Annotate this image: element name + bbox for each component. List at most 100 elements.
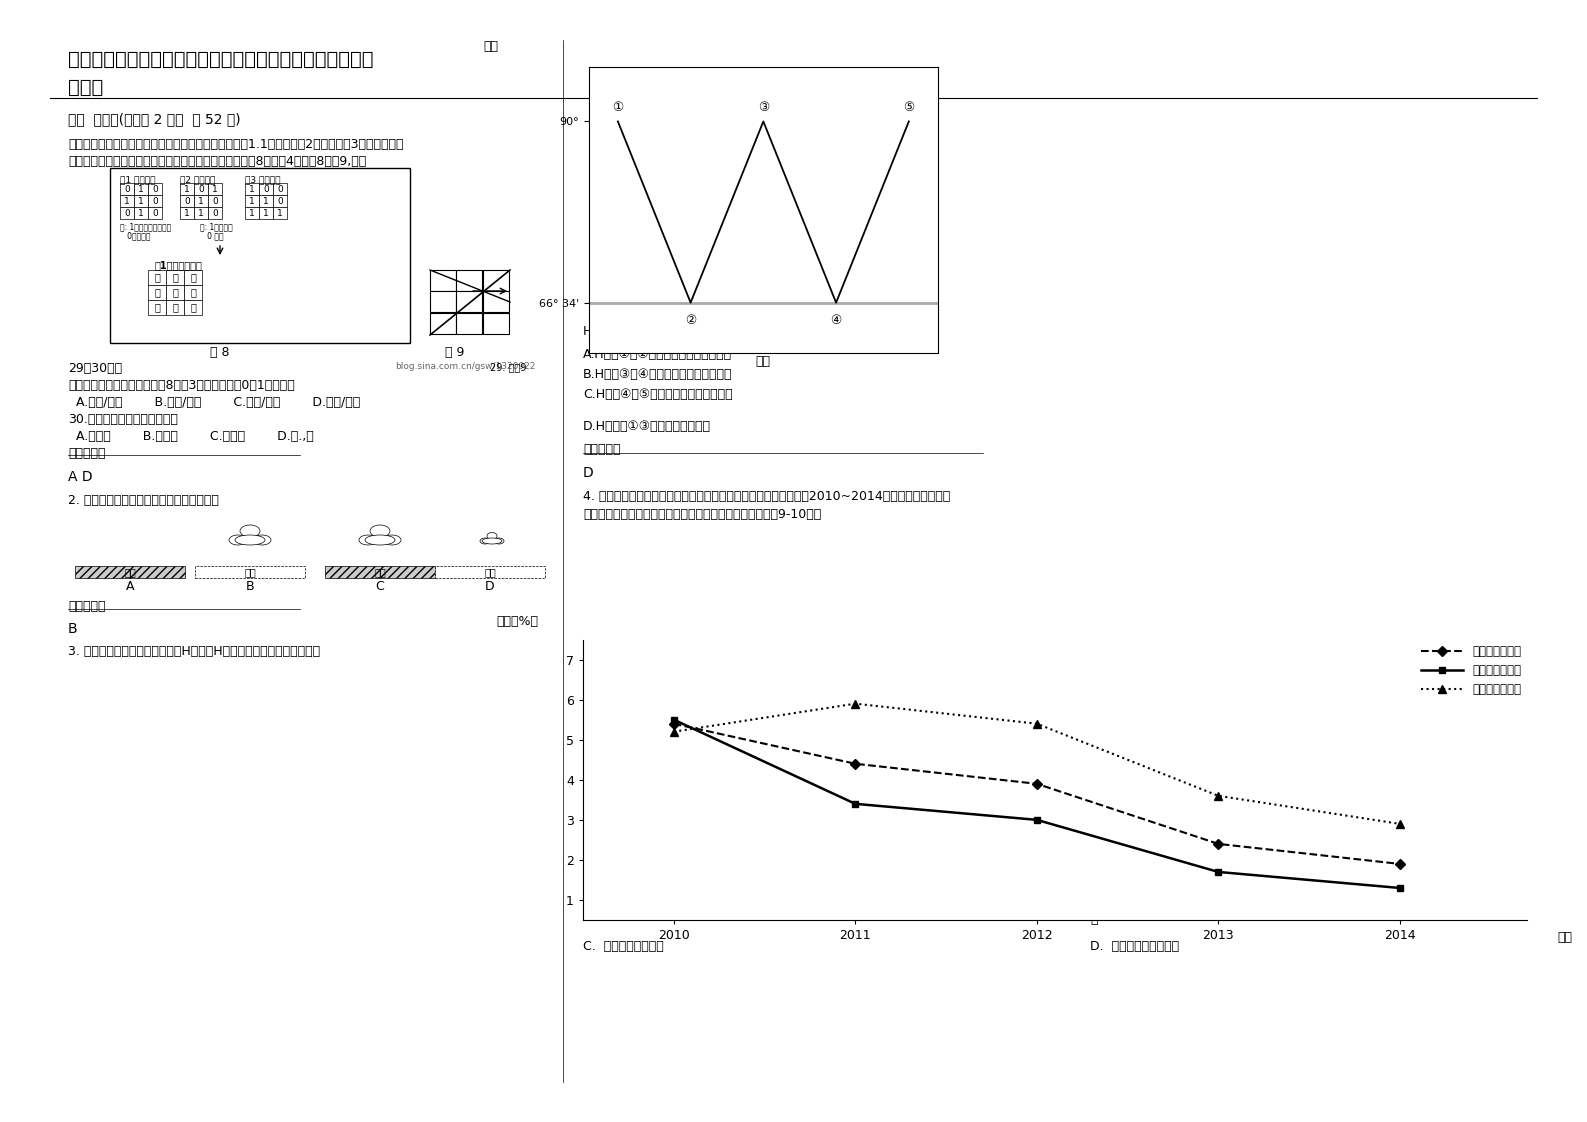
Text: 乙: 乙: [171, 273, 178, 283]
Bar: [167, 270, 184, 285]
Ellipse shape: [240, 525, 260, 537]
Text: D: D: [582, 466, 594, 480]
Bar: [482, 313, 509, 334]
Text: 1: 1: [124, 196, 130, 205]
Bar: [259, 206, 273, 219]
Ellipse shape: [382, 535, 402, 545]
Text: A.甲、庚        B.丙、庚        C.乙、丁        D.戊.,辛: A.甲、庚 B.丙、庚 C.乙、丁 D.戊.,辛: [68, 430, 314, 443]
Text: 0: 0: [184, 196, 190, 205]
Bar: [184, 300, 202, 315]
Text: 1: 1: [278, 209, 282, 218]
本地农民工增速: [665, 725, 684, 738]
本地农民工增速: [1390, 817, 1409, 830]
Bar: [110, 168, 409, 343]
Text: 1: 1: [213, 184, 217, 193]
Text: 1: 1: [138, 196, 144, 205]
Text: 3. 晨昏线与北半球纬线圈相切于H点，读H点纬度的年变化示意图，回答: 3. 晨昏线与北半球纬线圈相切于H点，读H点纬度的年变化示意图，回答: [68, 645, 321, 657]
外出农民工增速: [665, 712, 684, 726]
Text: D: D: [486, 579, 495, 592]
Text: 1: 1: [198, 196, 203, 205]
Bar: [273, 183, 287, 195]
Text: 参考答案：: 参考答案：: [68, 447, 105, 460]
Text: 1: 1: [138, 184, 144, 193]
Bar: [148, 300, 167, 315]
Bar: [195, 565, 305, 578]
外出农民工增速: [1209, 865, 1228, 879]
Bar: [179, 195, 194, 206]
Text: A: A: [125, 579, 135, 592]
Text: B.  未出现人口老龄化现
象: B. 未出现人口老龄化现 象: [1090, 898, 1178, 926]
Text: 注: 1河道位置: 注: 1河道位置: [200, 222, 233, 231]
Text: 0: 0: [124, 209, 130, 218]
Bar: [435, 565, 544, 578]
Bar: [133, 183, 148, 195]
Bar: [148, 270, 167, 285]
Bar: [244, 195, 259, 206]
Legend: 农民工总量增速, 外出农民工增速, 本地农民工增速: 农民工总量增速, 外出农民工增速, 本地农民工增速: [1422, 645, 1520, 697]
Line: 本地农民工增速: 本地农民工增速: [670, 699, 1404, 828]
Text: 1: 1: [184, 184, 190, 193]
X-axis label: 年份: 年份: [1557, 931, 1573, 945]
Text: 2. 下列图示的四种情况，昼夜温差最小的是: 2. 下列图示的四种情况，昼夜温差最小的是: [68, 494, 219, 507]
Text: 表2 河道分布: 表2 河道分布: [179, 175, 216, 184]
Text: 注: 1土石岩层足积检修: 注: 1土石岩层足积检修: [121, 222, 171, 231]
Text: 1: 1: [138, 209, 144, 218]
Text: B.H点从③到④时，北京的昼长逐日变长: B.H点从③到④时，北京的昼长逐日变长: [582, 368, 733, 381]
Ellipse shape: [359, 535, 378, 545]
Ellipse shape: [229, 535, 248, 545]
农民工总量增速: [846, 757, 865, 771]
本地农民工增速: [1027, 717, 1046, 730]
Text: 30.该市易发生泥石流的区域是: 30.该市易发生泥石流的区域是: [68, 413, 178, 426]
Text: 0: 0: [278, 196, 282, 205]
Text: 29. 若图9: 29. 若图9: [490, 362, 527, 373]
Text: 庚: 庚: [154, 303, 160, 313]
Text: 1: 1: [249, 184, 256, 193]
Ellipse shape: [235, 535, 265, 545]
Text: 0土石含差: 0土石含差: [121, 231, 151, 240]
Text: 表3 坡度分布: 表3 坡度分布: [244, 175, 281, 184]
Bar: [167, 300, 184, 315]
Bar: [194, 183, 208, 195]
Text: 甲: 甲: [154, 273, 160, 283]
Text: 0: 0: [152, 196, 157, 205]
Text: 图 8: 图 8: [209, 346, 230, 359]
Text: C.  居民收入增速变慢: C. 居民收入增速变慢: [582, 940, 663, 953]
Text: 图 9: 图 9: [446, 346, 465, 359]
Text: A.  2010年农民工总量和外出农民工总量相等: A. 2010年农民工总量和外出农民工总量相等: [582, 790, 755, 803]
外出农民工增速: [1390, 881, 1409, 894]
Text: D.  劳动力回流现象明显: D. 劳动力回流现象明显: [1090, 940, 1179, 953]
Text: 1: 1: [249, 196, 256, 205]
Text: 表1 上石分布: 表1 上石分布: [121, 175, 156, 184]
Text: 9.  下列叙述，正确的是: 9. 下列叙述，正确的是: [582, 770, 670, 783]
Bar: [273, 206, 287, 219]
Bar: [208, 195, 222, 206]
Bar: [179, 183, 194, 195]
Text: 含解析: 含解析: [68, 79, 103, 96]
Bar: [133, 206, 148, 219]
Ellipse shape: [479, 539, 490, 544]
Text: 0: 0: [152, 209, 157, 218]
Bar: [482, 291, 509, 312]
Line: 农民工总量增速: 农民工总量增速: [670, 720, 1403, 867]
Bar: [455, 313, 482, 334]
Ellipse shape: [252, 535, 271, 545]
Bar: [430, 291, 455, 312]
Text: 参考答案：: 参考答案：: [582, 443, 621, 456]
Bar: [455, 291, 482, 312]
Text: ⑤: ⑤: [903, 101, 914, 113]
Bar: [121, 183, 133, 195]
Text: A.  常住人口持续增加: A. 常住人口持续增加: [582, 898, 663, 911]
Bar: [167, 285, 184, 300]
Text: 辛: 辛: [171, 303, 178, 313]
Text: C: C: [376, 579, 384, 592]
Text: A.低缓/高陡        B.高陡/低缓        C.高陡/高陡        D.低缓/低缓: A.低缓/高陡 B.高陡/低缓 C.高陡/高陡 D.低缓/低缓: [68, 396, 360, 410]
Bar: [121, 206, 133, 219]
农民工总量增速: [1209, 837, 1228, 850]
Text: 1: 1: [184, 209, 190, 218]
Text: 已: 已: [190, 287, 195, 297]
Text: 1: 1: [198, 209, 203, 218]
Bar: [184, 270, 202, 285]
Bar: [273, 195, 287, 206]
Text: 0: 0: [213, 209, 217, 218]
Ellipse shape: [487, 533, 497, 540]
